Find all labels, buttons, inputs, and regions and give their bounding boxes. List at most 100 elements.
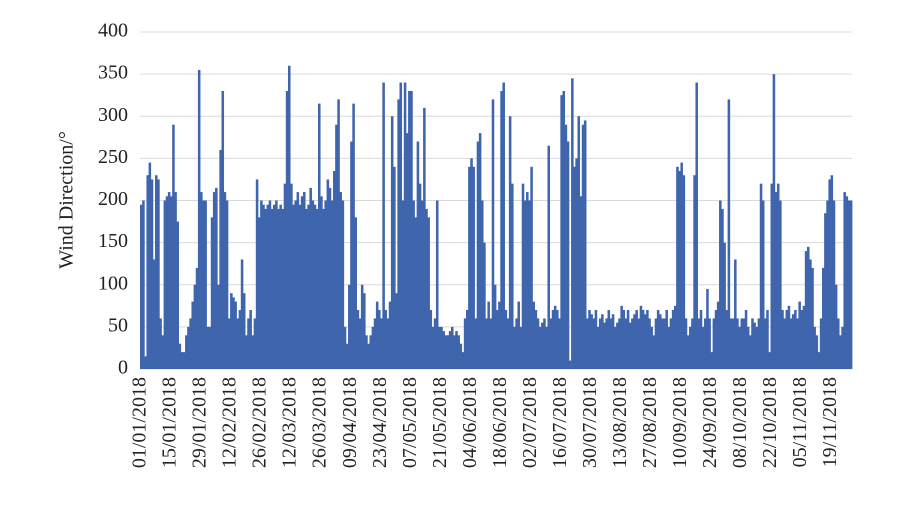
bar	[442, 331, 445, 369]
bar	[251, 335, 255, 369]
bar	[182, 352, 186, 369]
bar	[620, 305, 623, 369]
bar	[219, 149, 222, 369]
bar	[212, 192, 216, 369]
bar	[817, 352, 821, 369]
bar	[671, 310, 675, 369]
bar	[272, 204, 276, 369]
bar	[603, 322, 606, 369]
bar	[170, 196, 173, 369]
bar	[438, 326, 441, 369]
bar	[401, 200, 405, 369]
bar	[225, 200, 229, 369]
bar	[300, 196, 304, 369]
bar	[405, 133, 409, 369]
bar	[641, 310, 645, 369]
bar	[693, 175, 696, 369]
y-axis-title: Wind Direction/°	[56, 131, 78, 269]
bar	[290, 183, 293, 369]
bar	[448, 331, 452, 369]
bar	[761, 200, 765, 369]
bar	[294, 200, 297, 369]
bar	[689, 326, 692, 369]
bar	[708, 318, 711, 369]
bar	[588, 310, 591, 369]
y-tick-label: 250	[98, 146, 128, 168]
bar	[774, 192, 778, 369]
bar	[725, 310, 729, 369]
bar	[656, 310, 660, 369]
bar	[393, 166, 396, 369]
bar	[590, 314, 593, 369]
bar	[287, 65, 291, 369]
bar	[746, 326, 750, 369]
bar	[403, 82, 407, 370]
bar	[787, 305, 791, 369]
bar	[719, 200, 722, 369]
bar	[157, 179, 160, 369]
bar	[710, 352, 714, 369]
bar	[373, 318, 377, 369]
x-tick-label: 10/09/2018	[669, 377, 691, 468]
y-tick-label: 200	[98, 188, 128, 210]
bar	[210, 217, 214, 369]
bar	[624, 318, 628, 369]
bar	[776, 183, 780, 369]
bar	[330, 200, 334, 369]
bar	[598, 318, 602, 369]
bar	[504, 310, 508, 369]
bar	[386, 318, 390, 369]
x-tick-label: 27/08/2018	[639, 377, 661, 468]
bar	[408, 90, 411, 369]
bar	[661, 318, 664, 369]
bar	[296, 192, 300, 369]
bar	[701, 326, 705, 369]
bar	[839, 335, 842, 369]
y-tick-label: 150	[98, 230, 128, 252]
y-tick-label: 350	[98, 62, 128, 84]
bar	[461, 352, 465, 369]
bar	[521, 183, 525, 369]
bar	[547, 145, 551, 369]
x-tick-label: 09/04/2018	[339, 377, 361, 468]
bar	[496, 310, 499, 369]
bar	[324, 200, 327, 369]
bar	[159, 318, 162, 369]
bar	[378, 310, 381, 369]
bar	[412, 200, 415, 369]
bar	[202, 200, 205, 369]
bar	[626, 310, 630, 369]
bar	[543, 318, 546, 369]
bar	[313, 204, 317, 369]
bar	[236, 318, 240, 369]
bar	[806, 246, 810, 369]
x-tick-label: 04/06/2018	[459, 377, 481, 468]
bar	[189, 318, 192, 369]
bar	[206, 326, 210, 369]
bar	[427, 217, 430, 369]
bar	[568, 360, 572, 369]
bar	[223, 192, 227, 369]
bar	[262, 204, 265, 369]
x-tick-label: 12/03/2018	[279, 377, 301, 468]
bar	[637, 318, 641, 369]
bar	[245, 335, 248, 369]
bar	[242, 293, 246, 369]
bar	[830, 175, 834, 369]
bar	[845, 196, 849, 369]
bar	[302, 192, 306, 369]
x-tick-label: 23/04/2018	[369, 377, 391, 468]
bar	[575, 158, 578, 369]
bar	[583, 120, 587, 370]
bar	[502, 82, 505, 370]
bar	[337, 99, 340, 370]
bar	[519, 326, 523, 369]
bar	[472, 166, 475, 369]
bar	[384, 310, 388, 369]
bar	[455, 331, 458, 369]
bar	[320, 196, 323, 369]
bar	[418, 183, 422, 369]
bar	[596, 326, 600, 369]
bar	[217, 284, 220, 369]
bar	[727, 99, 731, 370]
